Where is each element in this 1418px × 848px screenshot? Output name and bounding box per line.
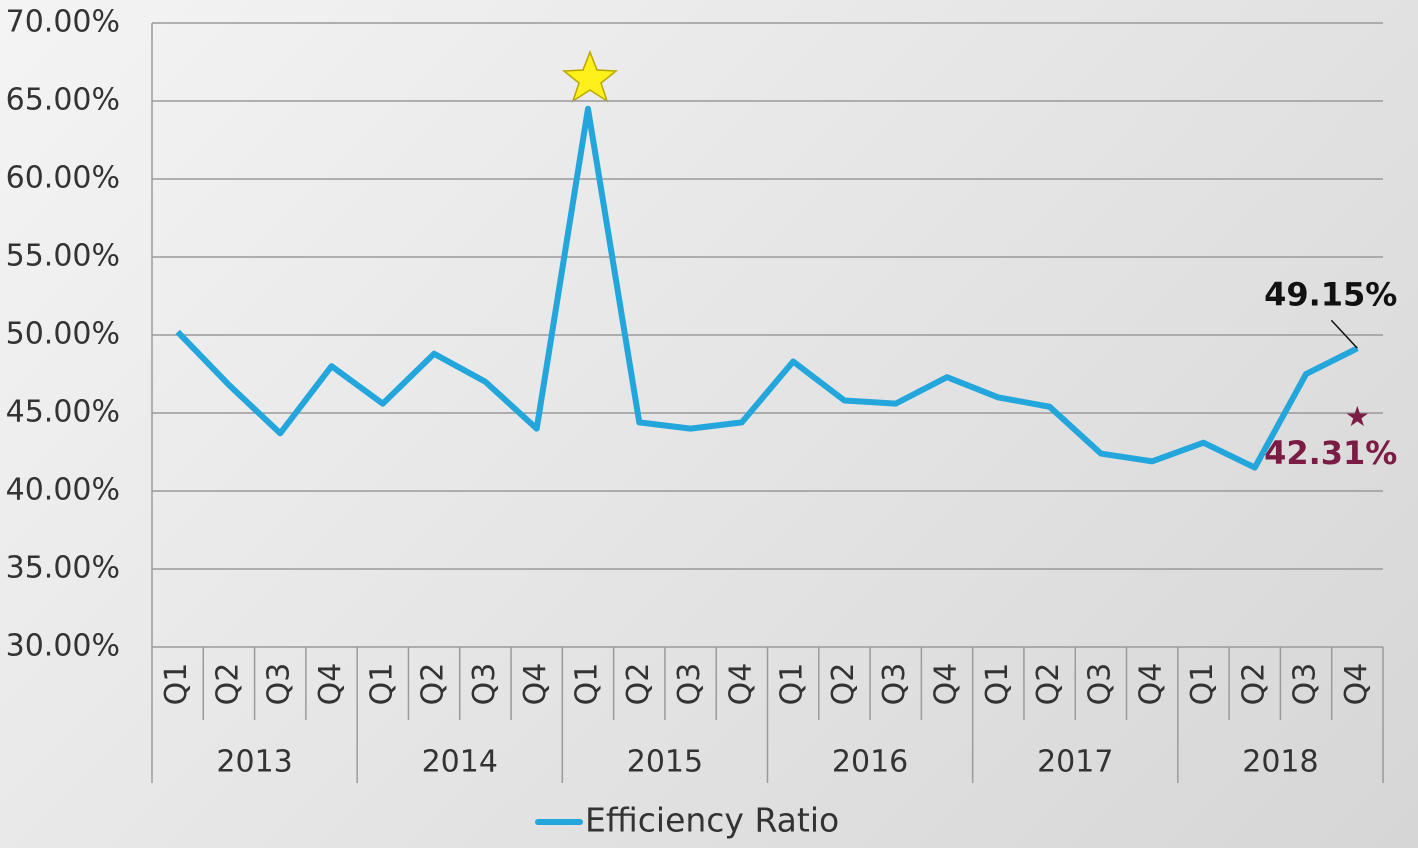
x-tick-label: Q3 xyxy=(672,663,707,706)
x-tick-label: Q2 xyxy=(621,663,656,706)
group-label: 2014 xyxy=(422,745,498,780)
x-tick-label: Q4 xyxy=(518,663,553,706)
x-tick-label: Q4 xyxy=(929,663,964,706)
x-tick-label: Q4 xyxy=(1339,663,1374,706)
x-tick-label: Q1 xyxy=(364,663,399,706)
x-tick-label: Q3 xyxy=(262,663,297,706)
y-tick-label: 50.00% xyxy=(6,317,120,352)
y-tick-label: 60.00% xyxy=(6,161,120,196)
x-tick-label: Q3 xyxy=(467,663,502,706)
x-tick-label: Q4 xyxy=(1134,663,1169,706)
y-tick-label: 35.00% xyxy=(6,551,120,586)
y-tick-label: 45.00% xyxy=(6,395,120,430)
x-tick-label: Q4 xyxy=(723,663,758,706)
x-tick-label: Q2 xyxy=(1031,663,1066,706)
x-tick-label: Q4 xyxy=(313,663,348,706)
y-tick-label: 30.00% xyxy=(6,629,120,664)
y-tick-label: 40.00% xyxy=(6,473,120,508)
annotation-label: 42.31% xyxy=(1264,434,1397,472)
x-tick-label: Q2 xyxy=(826,663,861,706)
x-tick-label: Q3 xyxy=(1288,663,1323,706)
series-line xyxy=(175,105,1359,471)
x-tick-label: Q2 xyxy=(1236,663,1271,706)
y-tick-label: 65.00% xyxy=(6,83,120,118)
x-tick-label: Q1 xyxy=(569,663,604,706)
data-label: 49.15% xyxy=(1264,275,1397,313)
x-tick-label: Q3 xyxy=(877,663,912,706)
x-tick-label: Q2 xyxy=(210,663,245,706)
annotation-star: ★ xyxy=(1345,400,1370,433)
group-label: 2017 xyxy=(1037,745,1113,780)
group-label: 2013 xyxy=(216,745,292,780)
y-tick-label: 55.00% xyxy=(6,239,120,274)
legend-label: Efficiency Ratio xyxy=(585,801,839,840)
x-tick-label: Q1 xyxy=(159,663,194,706)
group-label: 2018 xyxy=(1242,745,1318,780)
x-tick-label: Q2 xyxy=(416,663,451,706)
peak-star xyxy=(561,49,619,103)
x-tick-label: Q1 xyxy=(1185,663,1220,706)
y-tick-label: 70.00% xyxy=(6,5,120,40)
x-tick-label: Q3 xyxy=(1082,663,1117,706)
x-tick-label: Q1 xyxy=(775,663,810,706)
group-label: 2016 xyxy=(832,745,908,780)
x-tick-label: Q1 xyxy=(980,663,1015,706)
label-leader xyxy=(1330,319,1358,349)
group-label: 2015 xyxy=(627,745,703,780)
